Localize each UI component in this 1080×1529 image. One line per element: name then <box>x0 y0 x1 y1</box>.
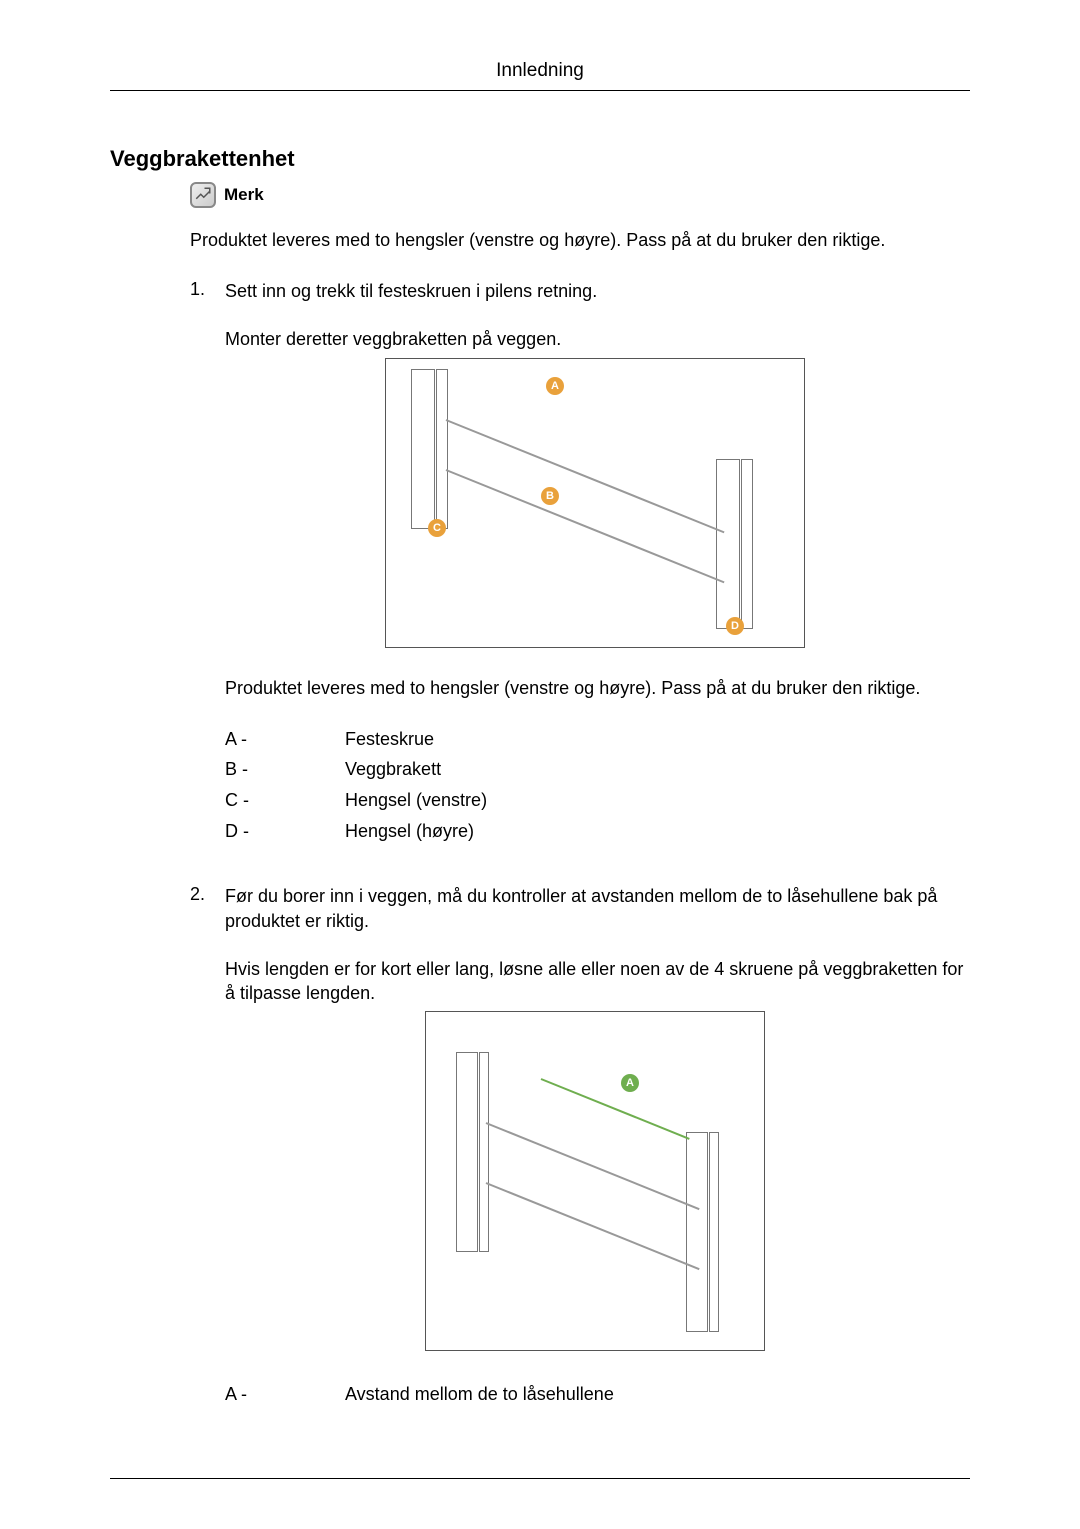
figure-badge: C <box>428 519 446 537</box>
page: Innledning Veggbrakettenhet Merk Produkt… <box>0 0 1080 1529</box>
figure-badge: A <box>546 377 564 395</box>
step-number: 2. <box>190 884 225 1438</box>
step-text: Sett inn og trekk til festeskruen i pile… <box>225 279 970 303</box>
step-2: 2. Før du borer inn i veggen, må du kont… <box>190 884 970 1438</box>
figure-badge: D <box>726 617 744 635</box>
step-text: Hvis lengden er for kort eller lang, løs… <box>225 957 970 1006</box>
legend-val: Veggbrakett <box>345 754 970 785</box>
legend-row: C - Hengsel (venstre) <box>225 785 970 816</box>
step-sub-intro: Produktet leveres med to hengsler (venst… <box>225 676 970 700</box>
step-body: Før du borer inn i veggen, må du kontrol… <box>225 884 970 1438</box>
intro-paragraph: Produktet leveres med to hengsler (venst… <box>190 230 970 251</box>
legend-val: Festeskrue <box>345 724 970 755</box>
legend-row: D - Hengsel (høyre) <box>225 816 970 847</box>
figure-1: A B C D <box>385 358 805 648</box>
step-1: 1. Sett inn og trekk til festeskruen i p… <box>190 279 970 874</box>
figure-badge: A <box>621 1074 639 1092</box>
step-number: 1. <box>190 279 225 874</box>
legend-key: D - <box>225 816 345 847</box>
legend-2: A - Avstand mellom de to låsehullene <box>225 1379 970 1410</box>
step-body: Sett inn og trekk til festeskruen i pile… <box>225 279 970 874</box>
legend-row: B - Veggbrakett <box>225 754 970 785</box>
note-block: Merk <box>190 182 970 208</box>
legend-row: A - Festeskrue <box>225 724 970 755</box>
footer-rule <box>110 1478 970 1479</box>
page-header-title: Innledning <box>110 60 970 91</box>
legend-val: Hengsel (høyre) <box>345 816 970 847</box>
legend-1: A - Festeskrue B - Veggbrakett C - Hengs… <box>225 724 970 846</box>
step-text: Monter deretter veggbraketten på veggen. <box>225 327 970 351</box>
figure-2: A <box>425 1011 765 1351</box>
step-text: Før du borer inn i veggen, må du kontrol… <box>225 884 970 933</box>
legend-key: A - <box>225 1379 345 1410</box>
figure-badge: B <box>541 487 559 505</box>
note-icon <box>190 182 216 208</box>
section-title: Veggbrakettenhet <box>110 146 970 172</box>
note-label: Merk <box>224 185 264 205</box>
legend-key: C - <box>225 785 345 816</box>
legend-key: B - <box>225 754 345 785</box>
legend-val: Hengsel (venstre) <box>345 785 970 816</box>
legend-val: Avstand mellom de to låsehullene <box>345 1379 970 1410</box>
legend-row: A - Avstand mellom de to låsehullene <box>225 1379 970 1410</box>
legend-key: A - <box>225 724 345 755</box>
